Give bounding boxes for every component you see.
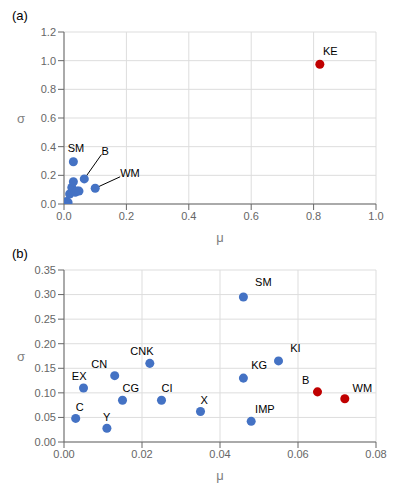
- svg-text:C: C: [76, 401, 84, 413]
- svg-text:0.2: 0.2: [119, 210, 134, 222]
- svg-text:CI: CI: [162, 382, 173, 394]
- svg-text:0.35: 0.35: [35, 264, 56, 276]
- svg-text:0.05: 0.05: [35, 411, 56, 423]
- svg-text:0.30: 0.30: [35, 288, 56, 300]
- svg-text:0.02: 0.02: [131, 448, 152, 460]
- svg-text:0.25: 0.25: [35, 313, 56, 325]
- svg-text:KI: KI: [290, 342, 300, 354]
- svg-text:CG: CG: [123, 382, 140, 394]
- svg-text:KG: KG: [251, 359, 267, 371]
- svg-text:0.15: 0.15: [35, 362, 56, 374]
- svg-text:1.0: 1.0: [368, 210, 383, 222]
- svg-text:SM: SM: [68, 142, 85, 154]
- svg-text:μ: μ: [216, 468, 224, 483]
- svg-text:0.04: 0.04: [209, 448, 230, 460]
- svg-text:0.4: 0.4: [181, 210, 196, 222]
- svg-text:μ: μ: [216, 230, 224, 245]
- svg-text:X: X: [201, 394, 209, 406]
- svg-text:0.6: 0.6: [41, 112, 56, 124]
- svg-text:1.2: 1.2: [41, 26, 56, 38]
- svg-text:0.20: 0.20: [35, 338, 56, 350]
- svg-text:0.00: 0.00: [35, 436, 56, 448]
- svg-text:IMP: IMP: [255, 403, 275, 415]
- svg-text:KE: KE: [323, 45, 338, 57]
- svg-text:0.8: 0.8: [41, 83, 56, 95]
- svg-text:0.06: 0.06: [287, 448, 308, 460]
- svg-text:WM: WM: [120, 167, 140, 179]
- svg-text:CN: CN: [91, 358, 107, 370]
- svg-text:0.10: 0.10: [35, 387, 56, 399]
- svg-text:1.0: 1.0: [41, 55, 56, 67]
- svg-text:0.8: 0.8: [306, 210, 321, 222]
- svg-text:EX: EX: [72, 370, 87, 382]
- svg-text:0.2: 0.2: [41, 169, 56, 181]
- svg-text:CNK: CNK: [130, 345, 154, 357]
- svg-text:σ: σ: [17, 349, 25, 364]
- svg-text:0.0: 0.0: [56, 210, 71, 222]
- svg-text:B: B: [302, 374, 309, 386]
- html-text:(a): (a): [12, 8, 28, 23]
- html-text:(b): (b): [12, 246, 28, 261]
- svg-text:0.4: 0.4: [41, 141, 56, 153]
- svg-text:σ: σ: [17, 111, 25, 126]
- svg-text:0.0: 0.0: [41, 198, 56, 210]
- svg-text:WM: WM: [353, 382, 373, 394]
- svg-text:Y: Y: [103, 411, 111, 423]
- svg-text:0.6: 0.6: [244, 210, 259, 222]
- svg-text:0.00: 0.00: [53, 448, 74, 460]
- svg-text:SM: SM: [255, 276, 272, 288]
- svg-text:0.08: 0.08: [365, 448, 386, 460]
- svg-text:B: B: [101, 145, 108, 157]
